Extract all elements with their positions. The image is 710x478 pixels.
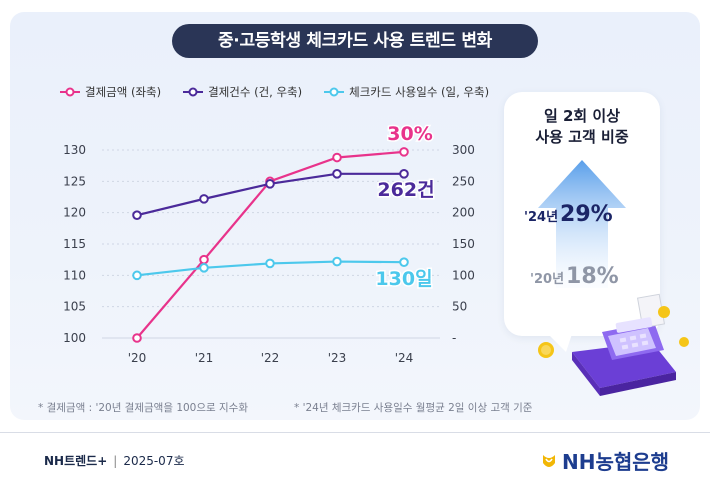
right-tick-label: 200 (452, 206, 475, 220)
left-tick-label: 130 (63, 143, 86, 157)
left-tick-label: 120 (63, 206, 86, 220)
data-point (332, 152, 342, 163)
publication-name: NH트렌드+ (44, 454, 108, 468)
stat-2024: '24년29% (524, 202, 613, 227)
chart-title: 중·고등학생 체크카드 사용 트렌드 변화 (172, 24, 538, 58)
data-point (332, 169, 342, 179)
data-point (265, 179, 275, 189)
right-tick-label: 250 (452, 174, 475, 188)
legend-item-amount: 결제금액 (좌축) (60, 84, 161, 100)
left-tick-label: 125 (63, 174, 86, 188)
data-point (132, 210, 142, 220)
data-point (199, 194, 209, 204)
issue-number: 2025-07호 (123, 454, 185, 468)
data-point (399, 257, 409, 267)
legend-cyan-marker-icon (324, 87, 345, 97)
right-tick-label: 150 (452, 237, 475, 251)
legend-label-days: 체크카드 사용일수 (일, 우축) (349, 85, 490, 99)
data-point (199, 263, 209, 273)
legend-purple-marker-icon (183, 87, 204, 97)
legend: 결제금액 (좌축) 결제건수 (건, 우축) 체크카드 사용일수 (일, 우축) (60, 84, 511, 100)
callout-title: 일 2회 이상 사용 고객 비중 (504, 106, 660, 148)
left-tick-label: 115 (63, 237, 86, 251)
callout-title-line1: 일 2회 이상 (543, 107, 621, 125)
end-value-label: 130일 (375, 268, 432, 290)
left-tick-label: 110 (63, 268, 86, 282)
nh-logo-icon (543, 454, 555, 467)
footnote-days: * '24년 체크카드 사용일수 월평균 2일 이상 고객 기준 (294, 402, 533, 414)
end-value-label: 262건 (377, 179, 434, 201)
callout-title-line2: 사용 고객 비중 (535, 128, 629, 146)
right-tick-label: 50 (452, 300, 467, 314)
right-tick-label: - (452, 331, 456, 345)
data-point (132, 270, 142, 281)
data-point (399, 147, 409, 157)
left-tick-label: 105 (63, 300, 86, 314)
left-tick-label: 100 (63, 331, 86, 345)
x-tick-label: '20 (128, 351, 147, 365)
x-tick-label: '22 (261, 351, 280, 365)
x-tick-label: '24 (395, 351, 414, 365)
end-value-label: 30% (387, 123, 432, 145)
nh-bank-logo: NH농협은행 (540, 446, 669, 475)
data-point (399, 169, 409, 179)
brand-name: NH농협은행 (562, 450, 670, 474)
legend-item-days: 체크카드 사용일수 (일, 우축) (324, 84, 489, 100)
right-tick-label: 100 (452, 268, 475, 282)
legend-pink-marker-icon (60, 87, 80, 97)
data-point (199, 254, 209, 265)
x-tick-label: '21 (195, 351, 214, 365)
footnote-amount: * 결제금액 : '20년 결제금액을 100으로 지수화 (38, 402, 249, 414)
data-point (332, 256, 342, 267)
x-tick-label: '23 (328, 351, 347, 365)
data-point (132, 333, 142, 343)
footer-publication: NH트렌드+ | 2025-07호 (44, 452, 185, 469)
legend-label-count: 결제건수 (건, 우축) (208, 85, 303, 99)
footer-divider (0, 432, 710, 433)
legend-label-amount: 결제금액 (좌축) (85, 85, 162, 99)
stat-2020: '20년18% (530, 264, 619, 289)
legend-item-count: 결제건수 (건, 우축) (183, 84, 302, 100)
footer-separator: | (113, 454, 118, 468)
stat-2024-label: '24년 (524, 210, 559, 225)
right-tick-label: 300 (452, 143, 475, 157)
data-point (265, 258, 275, 269)
stat-2020-label: '20년 (530, 272, 565, 287)
stat-2020-value: 18% (566, 264, 619, 289)
stat-2024-value: 29% (560, 202, 613, 227)
